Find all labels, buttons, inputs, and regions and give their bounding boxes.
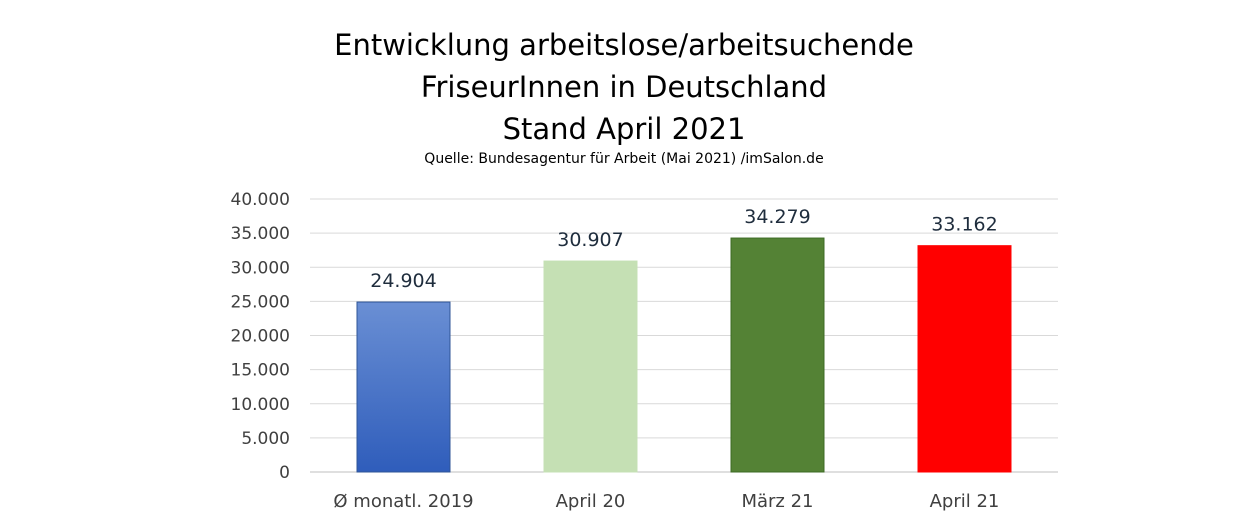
bar [917,245,1012,473]
y-tick-label: 35.000 [231,224,290,244]
bar [356,301,451,473]
y-tick-label: 5.000 [241,429,290,449]
x-tick-label: April 20 [556,491,626,512]
chart-title-line-2: FriseurInnen in Deutschland [420,70,828,104]
data-label: 30.907 [557,229,623,251]
data-label: 33.162 [931,214,997,236]
chart-title-line-3: Stand April 2021 [502,112,746,146]
y-tick-label: 30.000 [231,258,290,278]
y-tick-label: 20.000 [231,327,290,347]
bar [543,260,638,473]
y-tick-label: 0 [279,463,290,483]
x-tick-label: März 21 [741,491,813,512]
chart-title-line-1: Entwicklung arbeitslose/arbeitsuchende [334,28,914,62]
data-label: 24.904 [370,270,436,292]
x-tick-label: Ø monatl. 2019 [333,491,473,512]
y-tick-label: 40.000 [231,190,290,210]
y-tick-label: 15.000 [231,361,290,381]
y-tick-label: 25.000 [231,292,290,312]
x-tick-label: April 21 [930,491,1000,512]
y-tick-label: 10.000 [231,395,290,415]
bar [730,237,825,473]
chart-subtitle: Quelle: Bundesagentur für Arbeit (Mai 20… [424,151,824,167]
data-label: 34.279 [744,206,810,228]
